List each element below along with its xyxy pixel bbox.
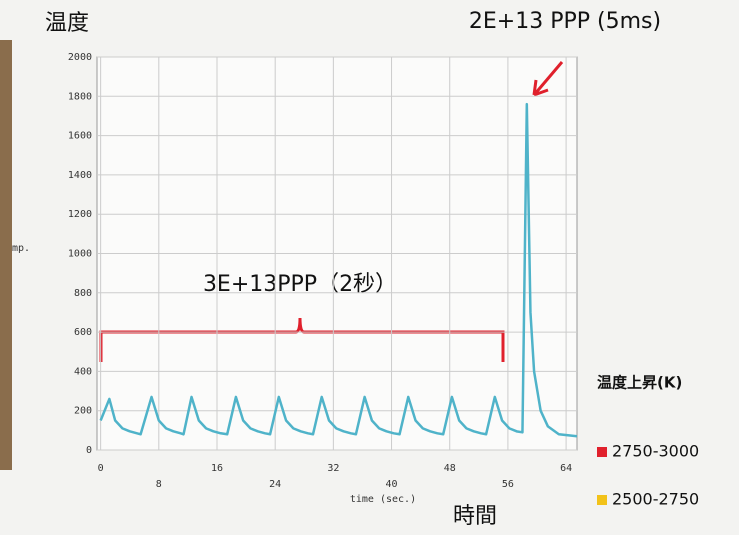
x-tick-label: 48	[444, 463, 456, 474]
page: {"chart_data": { "type": "line", "title"…	[0, 0, 739, 535]
y-tick-label: 1200	[68, 209, 92, 220]
annotation: 2E+13 PPP (5ms)	[469, 9, 661, 34]
y-tick-label: 800	[74, 288, 92, 299]
x-tick-label: 24	[269, 479, 281, 490]
y-tick-label: 600	[74, 327, 92, 338]
x-tick-label: 8	[156, 479, 162, 490]
y-axis-label: mp.	[12, 243, 30, 254]
x-axis-title: 時間	[453, 504, 497, 529]
y-tick-label: 1400	[68, 170, 92, 181]
legend-label: 2750-3000	[612, 442, 699, 461]
legend-swatch	[597, 495, 607, 505]
x-tick-label: 64	[560, 463, 572, 474]
y-tick-label: 1000	[68, 249, 92, 260]
chart: 温度 mp. time (sec.) 時間 2E+13 PPP (5ms) 3E…	[0, 0, 739, 535]
y-tick-label: 200	[74, 406, 92, 417]
x-tick-label: 16	[211, 463, 223, 474]
y-tick-label: 1600	[68, 131, 92, 142]
x-tick-label: 0	[98, 463, 104, 474]
chart-title: 温度	[45, 11, 89, 36]
x-axis-label: time (sec.)	[350, 494, 416, 505]
x-tick-label: 56	[502, 479, 514, 490]
y-tick-label: 0	[86, 445, 92, 456]
x-tick-label: 32	[327, 463, 339, 474]
x-tick-label: 40	[386, 479, 398, 490]
legend-swatch	[597, 447, 607, 457]
y-tick-label: 1800	[68, 91, 92, 102]
y-tick-label: 2000	[68, 52, 92, 63]
legend-title: 温度上昇(K)	[597, 374, 682, 392]
legend-label: 2500-2750	[612, 490, 699, 509]
y-tick-label: 400	[74, 366, 92, 377]
photo-strip	[0, 40, 12, 470]
